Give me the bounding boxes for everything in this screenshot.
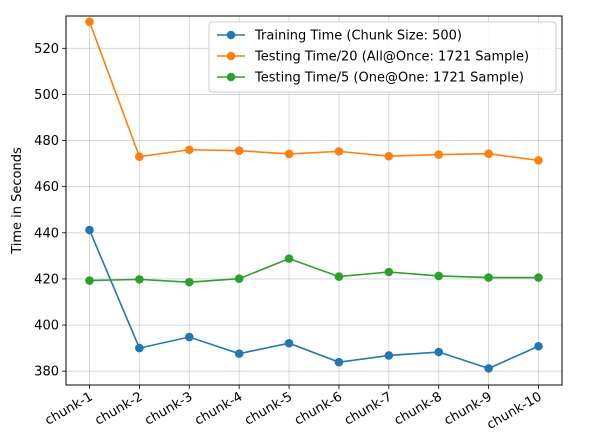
series-3 — [85, 254, 543, 287]
x-tick-label: chunk-2 — [93, 389, 146, 428]
x-tick-label: chunk-5 — [242, 389, 295, 428]
x-tick-label: chunk-6 — [292, 389, 345, 428]
y-tick-label: 480 — [34, 134, 59, 149]
data-point — [484, 149, 493, 158]
legend-label: Testing Time/20 (All@Once: 1721 Sample) — [254, 50, 529, 65]
data-point — [334, 147, 344, 156]
series-line — [89, 257, 539, 283]
y-tick-label: 440 — [34, 226, 59, 241]
series-line — [88, 229, 539, 370]
legend-marker — [226, 30, 236, 40]
legend-item: Testing Time/20 (All@Once: 1721 Sample) — [217, 50, 529, 65]
x-tick-label: chunk-4 — [192, 389, 245, 428]
y-tick-label: 500 — [34, 88, 59, 103]
data-point — [534, 156, 543, 165]
legend-label: Testing Time/5 (One@One: 1721 Sample) — [254, 71, 524, 86]
y-axis-label: Time in Seconds — [10, 147, 25, 255]
x-axis: chunk-1chunk-2chunk-3chunk-4chunk-5chunk… — [43, 385, 545, 433]
series-1 — [85, 225, 543, 373]
data-point — [85, 276, 94, 285]
data-point — [184, 332, 194, 342]
data-point — [284, 149, 294, 159]
data-point — [284, 254, 294, 263]
data-point — [484, 364, 493, 373]
legend-item: Training Time (Chunk Size: 500) — [217, 29, 462, 44]
y-tick-label: 520 — [34, 42, 59, 57]
x-tick-label: chunk-7 — [342, 389, 395, 428]
x-tick-label: chunk-1 — [43, 389, 96, 428]
x-tick-label: chunk-3 — [142, 389, 195, 428]
data-point — [184, 277, 194, 287]
data-point — [434, 150, 444, 159]
data-point — [234, 146, 244, 155]
data-point — [434, 271, 444, 281]
legend-marker — [226, 72, 236, 82]
data-point — [334, 272, 344, 281]
data-point — [384, 267, 394, 277]
data-point — [85, 225, 94, 235]
data-point — [135, 275, 144, 284]
data-point — [384, 151, 394, 161]
y-tick-label: 400 — [34, 319, 59, 334]
legend-marker — [226, 51, 236, 61]
data-point — [135, 343, 144, 353]
series-2 — [85, 17, 543, 165]
data-point — [234, 274, 244, 283]
data-point — [284, 338, 294, 348]
legend-item: Testing Time/5 (One@One: 1721 Sample) — [217, 71, 524, 86]
data-point — [434, 347, 444, 357]
data-point — [334, 357, 344, 367]
x-tick-label: chunk-10 — [484, 389, 544, 432]
legend: Training Time (Chunk Size: 500) Testing T… — [208, 21, 557, 93]
y-tick-label: 380 — [34, 365, 59, 380]
series-line — [88, 21, 539, 162]
y-tick-label: 460 — [34, 180, 59, 195]
data-point — [384, 351, 394, 360]
data-point — [484, 273, 493, 282]
y-axis: 380 400 420 440 460 480 500 520 — [34, 42, 66, 380]
legend-label: Training Time (Chunk Size: 500) — [254, 29, 462, 44]
data-point — [534, 273, 543, 282]
series-group — [85, 17, 543, 373]
data-point — [234, 349, 244, 358]
data-point — [534, 341, 543, 351]
legend-box — [208, 21, 557, 93]
plot-area — [65, 15, 563, 386]
y-tick-label: 420 — [34, 272, 59, 287]
data-point — [85, 17, 94, 27]
x-tick-label: chunk-8 — [392, 389, 445, 428]
data-point — [184, 145, 194, 155]
data-point — [135, 152, 144, 161]
